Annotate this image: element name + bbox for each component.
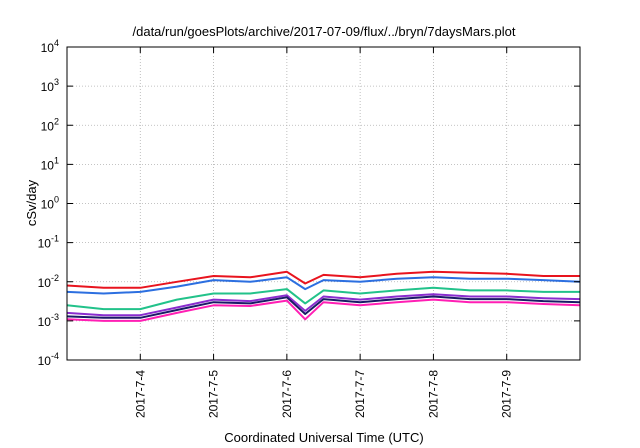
y-tick-label: 10-1 bbox=[38, 234, 59, 251]
y-tick-base: 10 bbox=[41, 158, 55, 172]
y-tick-base: 10 bbox=[41, 41, 55, 55]
y-tick-exponent: 0 bbox=[54, 195, 59, 205]
y-tick-base: 10 bbox=[41, 198, 55, 212]
x-tick-label: 2017-7-6 bbox=[280, 370, 294, 418]
y-tick-label: 104 bbox=[41, 38, 59, 55]
y-tick-label: 10-4 bbox=[38, 351, 59, 368]
y-tick-base: 10 bbox=[38, 237, 52, 251]
y-tick-label: 100 bbox=[41, 195, 59, 212]
plot-frame bbox=[66, 46, 581, 361]
y-tick-label: 101 bbox=[41, 155, 59, 172]
series-line-5 bbox=[66, 295, 581, 319]
y-tick-base: 10 bbox=[41, 119, 55, 133]
y-tick-exponent: 1 bbox=[54, 155, 59, 165]
series-line-1 bbox=[66, 270, 580, 289]
y-tick-label: 10-3 bbox=[38, 312, 59, 329]
y-tick-exponent: 4 bbox=[54, 38, 59, 48]
series-line-3 bbox=[66, 286, 580, 311]
x-tick-label: 2017-7-8 bbox=[426, 370, 440, 418]
x-tick-label: 2017-7-7 bbox=[353, 370, 367, 418]
series-line-4 bbox=[66, 293, 581, 317]
series-line-6 bbox=[66, 298, 581, 322]
y-tick-base: 10 bbox=[38, 276, 52, 290]
y-tick-base: 10 bbox=[38, 315, 52, 329]
x-tick-label: 2017-7-9 bbox=[500, 370, 514, 418]
series-line-2 bbox=[66, 276, 581, 295]
y-tick-base: 10 bbox=[41, 80, 55, 94]
y-tick-exponent: -2 bbox=[51, 273, 59, 283]
y-tick-exponent: 3 bbox=[54, 77, 59, 87]
y-tick-exponent: -4 bbox=[51, 351, 59, 361]
y-tick-label: 102 bbox=[41, 116, 59, 133]
grid bbox=[67, 46, 580, 361]
y-tick-label: 103 bbox=[41, 77, 59, 94]
y-tick-base: 10 bbox=[38, 354, 52, 368]
x-tick-label: 2017-7-4 bbox=[133, 370, 147, 418]
chart-title: /data/run/goesPlots/archive/2017-07-09/f… bbox=[133, 24, 516, 39]
y-axis-label: cSv/day bbox=[24, 179, 39, 226]
y-tick-exponent: -3 bbox=[51, 312, 59, 322]
x-tick-label: 2017-7-5 bbox=[207, 370, 221, 418]
y-tick-exponent: -1 bbox=[51, 234, 59, 244]
y-tick-label: 10-2 bbox=[38, 273, 59, 290]
x-axis-label: Coordinated Universal Time (UTC) bbox=[224, 430, 423, 445]
series-layer bbox=[66, 270, 581, 322]
y-tick-exponent: 2 bbox=[54, 116, 59, 126]
